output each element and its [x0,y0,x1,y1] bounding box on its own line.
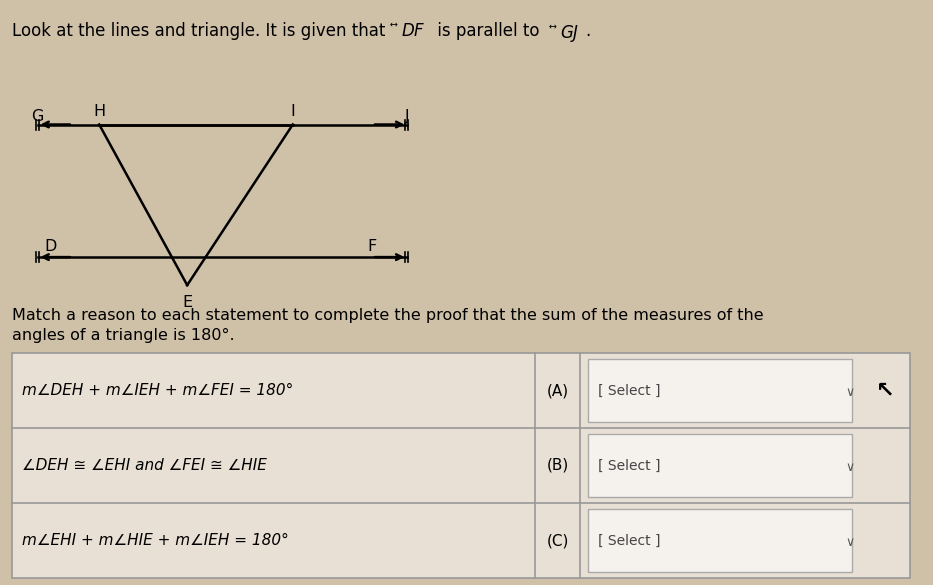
Text: ∠DEH ≅ ∠EHI and ∠FEI ≅ ∠HIE: ∠DEH ≅ ∠EHI and ∠FEI ≅ ∠HIE [22,458,267,473]
Text: G: G [32,109,44,124]
Bar [588,359,852,422]
Text: H: H [93,104,105,119]
Text: [ Select ]: [ Select ] [598,534,661,548]
Text: .: . [585,22,591,40]
Text: I: I [290,104,295,119]
Text: is parallel to: is parallel to [432,22,545,40]
Text: m∠EHI + m∠HIE + m∠IEH = 180°: m∠EHI + m∠HIE + m∠IEH = 180° [22,533,288,548]
Bar [588,509,852,572]
Text: (C): (C) [547,533,569,548]
Text: ↖: ↖ [876,380,895,401]
Text: (B): (B) [547,458,568,473]
Text: m∠DEH + m∠IEH + m∠FEI = 180°: m∠DEH + m∠IEH + m∠FEI = 180° [22,383,293,398]
Text: [ Select ]: [ Select ] [598,384,661,397]
Text: J: J [405,109,410,124]
Text: Match a reason to each statement to complete the proof that the sum of the measu: Match a reason to each statement to comp… [12,308,763,323]
Text: $\overleftrightarrow{GJ}$: $\overleftrightarrow{GJ}$ [549,22,579,44]
Text: E: E [182,295,192,311]
Text: (A): (A) [547,383,568,398]
Text: ∨: ∨ [845,461,855,474]
Text: F: F [368,239,377,254]
Text: ∨: ∨ [845,536,855,549]
Text: D: D [45,239,57,254]
Bar [588,434,852,497]
Text: angles of a triangle is 180°.: angles of a triangle is 180°. [12,328,234,343]
Text: [ Select ]: [ Select ] [598,459,661,473]
Text: ∨: ∨ [845,386,855,399]
Text: $\overleftrightarrow{DF}$: $\overleftrightarrow{DF}$ [390,22,425,40]
Bar [12,353,910,578]
Text: Look at the lines and triangle. It is given that: Look at the lines and triangle. It is gi… [12,22,391,40]
